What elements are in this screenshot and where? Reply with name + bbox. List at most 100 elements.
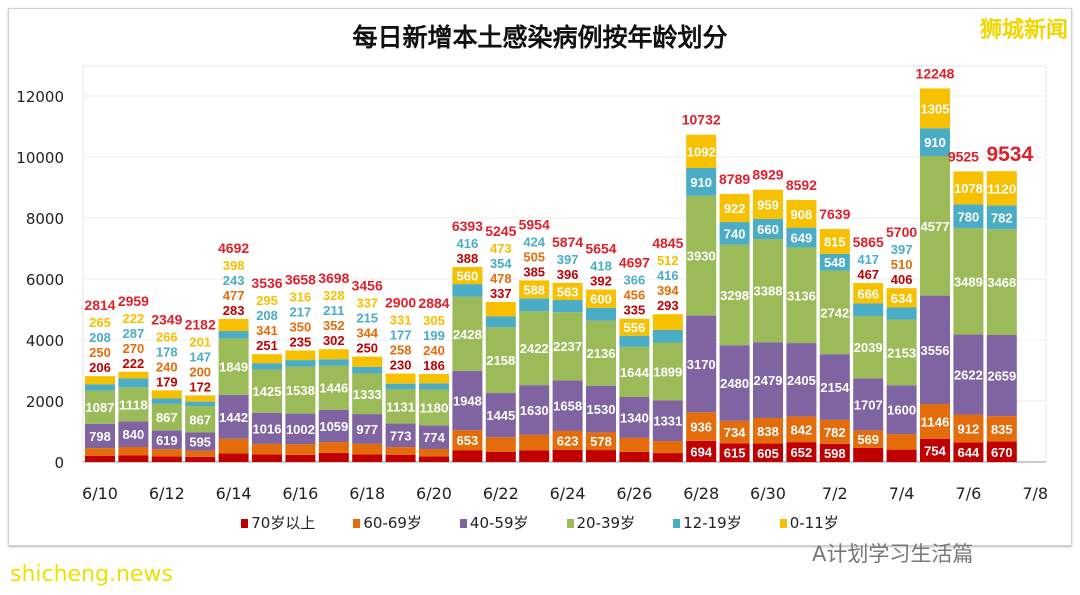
bar-segment bbox=[252, 354, 282, 364]
total-label: 5245 bbox=[485, 223, 516, 239]
bar-segment bbox=[485, 316, 516, 328]
total-label: 5654 bbox=[585, 241, 616, 257]
data-label: 388 bbox=[457, 251, 479, 266]
data-label: 230 bbox=[390, 358, 412, 373]
bar-segment bbox=[552, 300, 583, 313]
total-label: 7639 bbox=[819, 206, 850, 222]
bar-segment bbox=[485, 393, 516, 438]
data-label: 560 bbox=[457, 269, 479, 284]
bar-segment bbox=[385, 383, 416, 390]
bar-segment bbox=[819, 270, 850, 355]
bar-segment bbox=[786, 227, 817, 248]
data-label: 3556 bbox=[921, 343, 950, 358]
bar-segment bbox=[886, 449, 917, 462]
data-label: 2154 bbox=[820, 380, 850, 395]
bar-segment bbox=[719, 345, 750, 421]
data-label: 416 bbox=[457, 236, 479, 251]
bar-segment bbox=[652, 441, 683, 454]
bar-segment bbox=[853, 378, 884, 431]
bar-segment bbox=[552, 449, 583, 462]
data-label: 548 bbox=[824, 255, 846, 270]
bar-segment bbox=[819, 354, 850, 420]
bar-segment bbox=[352, 373, 383, 415]
bar-segment bbox=[920, 88, 950, 129]
legend-swatch bbox=[353, 518, 361, 528]
bar-segment bbox=[352, 414, 383, 444]
total-label: 2814 bbox=[84, 297, 115, 313]
bar-segment bbox=[452, 296, 483, 371]
legend-item: 0-11岁 bbox=[779, 514, 839, 532]
data-label: 3170 bbox=[687, 357, 716, 372]
bar-segment bbox=[85, 423, 115, 449]
data-label: 1016 bbox=[253, 421, 282, 436]
data-label: 867 bbox=[189, 412, 211, 427]
bar-segment bbox=[986, 171, 1017, 206]
bar-segment bbox=[619, 346, 650, 398]
data-label: 1630 bbox=[520, 403, 549, 418]
bar-segment bbox=[318, 365, 349, 410]
bar-segment bbox=[318, 452, 349, 462]
total-label: 9534 bbox=[986, 143, 1033, 166]
bar-segment bbox=[519, 434, 550, 451]
bar-segment bbox=[151, 449, 182, 457]
data-label: 206 bbox=[89, 360, 111, 375]
data-label: 398 bbox=[223, 258, 245, 273]
bar-segment bbox=[853, 283, 884, 304]
data-label: 922 bbox=[724, 201, 746, 216]
data-label: 337 bbox=[356, 296, 378, 311]
bar-segment bbox=[886, 434, 917, 450]
data-label: 397 bbox=[557, 252, 579, 267]
legend-label: 60-69岁 bbox=[363, 514, 422, 532]
data-label: 3468 bbox=[987, 275, 1016, 290]
data-label: 634 bbox=[891, 291, 913, 306]
bar-segment bbox=[552, 430, 583, 450]
total-label: 5954 bbox=[519, 216, 550, 232]
data-label: 615 bbox=[724, 446, 746, 461]
total-label: 2884 bbox=[418, 295, 449, 311]
bar-segment bbox=[652, 329, 683, 343]
data-label: 211 bbox=[323, 303, 345, 318]
bar-segment bbox=[318, 359, 349, 366]
bar-segment bbox=[252, 369, 282, 413]
data-label: 1445 bbox=[486, 408, 515, 423]
data-label: 1948 bbox=[453, 394, 482, 409]
bar-segment bbox=[218, 394, 249, 439]
data-label: 147 bbox=[189, 349, 211, 364]
bar-segment bbox=[519, 385, 550, 435]
data-label: 1644 bbox=[620, 365, 650, 380]
data-label: 1333 bbox=[353, 387, 382, 402]
total-label: 3536 bbox=[251, 275, 282, 291]
legend-label: 70岁以上 bbox=[251, 514, 316, 532]
total-label: 2349 bbox=[151, 311, 182, 327]
bar-segment bbox=[953, 414, 984, 443]
data-label: 392 bbox=[590, 274, 612, 289]
data-label: 773 bbox=[390, 428, 412, 443]
bar-segment bbox=[619, 451, 650, 462]
bar-segment bbox=[218, 438, 249, 454]
data-label: 172 bbox=[189, 379, 211, 394]
bar-segment bbox=[85, 390, 115, 424]
bar-segment bbox=[218, 453, 249, 462]
data-label: 1425 bbox=[253, 384, 282, 399]
wechat-watermark: A计划学习生活篇 bbox=[812, 542, 974, 566]
data-label: 331 bbox=[390, 313, 412, 328]
legend-item: 70岁以上 bbox=[241, 514, 315, 532]
data-label: 456 bbox=[624, 288, 646, 303]
data-label: 178 bbox=[156, 344, 178, 359]
data-label: 740 bbox=[724, 226, 746, 241]
bar-segment bbox=[485, 302, 516, 317]
bar-segment bbox=[285, 444, 316, 455]
bar-segment bbox=[452, 430, 483, 451]
bar-segment bbox=[953, 171, 984, 205]
data-label: 208 bbox=[256, 308, 278, 323]
bar-segment bbox=[519, 450, 550, 462]
y-tick-label: 4000 bbox=[26, 332, 64, 350]
data-label: 2237 bbox=[553, 339, 582, 354]
bar-segment bbox=[385, 454, 416, 462]
bar-segment bbox=[753, 189, 783, 219]
bar-segment bbox=[218, 338, 249, 395]
data-label: 2479 bbox=[754, 373, 783, 388]
bar-segment bbox=[452, 267, 483, 285]
bar-segment bbox=[953, 204, 984, 229]
data-label: 2742 bbox=[820, 305, 849, 320]
